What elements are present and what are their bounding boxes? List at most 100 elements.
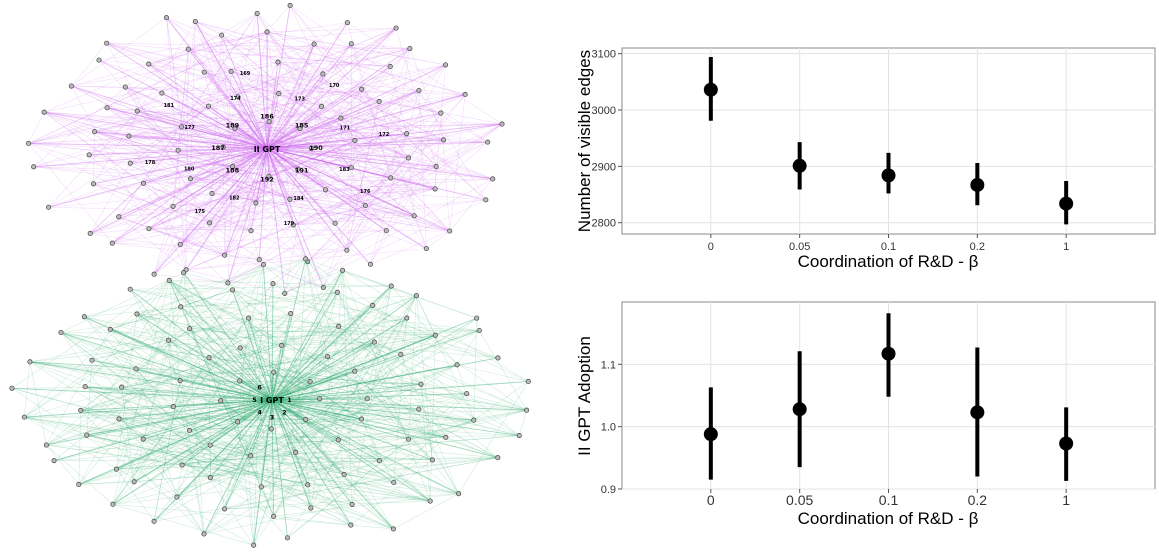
network-node-label: 170	[329, 83, 340, 89]
network-edge	[232, 166, 291, 200]
network-edge	[379, 460, 431, 502]
network-edge	[166, 17, 268, 149]
network-edge	[168, 340, 345, 475]
network-edge	[112, 400, 221, 505]
network-node	[411, 213, 417, 219]
c2-ytick-label: 1.1	[601, 359, 616, 371]
network-edge	[148, 228, 251, 231]
network-edge	[60, 330, 480, 333]
chart2-y-axis-title: II GPT Adoption	[575, 336, 594, 456]
network-edge	[224, 292, 338, 510]
network-edge	[337, 292, 459, 494]
network-edge	[393, 493, 459, 530]
network-node	[340, 267, 346, 273]
network-edge	[466, 393, 520, 436]
network-edge	[118, 216, 187, 271]
network-edge	[135, 368, 288, 539]
network-edge	[106, 42, 493, 180]
network-edge	[118, 399, 273, 420]
network-edge	[281, 345, 527, 411]
network-edge	[180, 306, 362, 420]
network-edge	[168, 340, 211, 478]
network-edge	[350, 43, 392, 178]
network-edge	[203, 393, 467, 535]
network-node	[432, 186, 438, 192]
network-edge	[94, 64, 446, 133]
network-edge	[185, 141, 488, 271]
c2-xtick-label: 0.2	[968, 492, 988, 508]
network-edge	[266, 147, 324, 288]
network-node-label: 185	[295, 122, 309, 130]
network-edge	[256, 13, 268, 149]
network-node	[107, 326, 113, 332]
network-edge	[188, 49, 348, 251]
network-edge	[310, 326, 339, 509]
network-edge	[166, 17, 336, 224]
network-edge	[94, 131, 257, 204]
network-edge	[181, 126, 224, 148]
network-edge	[107, 107, 352, 168]
network-edge	[106, 43, 225, 256]
network-edge	[189, 399, 273, 431]
network-node	[305, 482, 311, 488]
network-node	[31, 164, 37, 170]
network-edge	[271, 399, 394, 530]
network-edge	[220, 354, 401, 402]
network-edge	[208, 357, 394, 530]
network-edge	[266, 31, 446, 66]
network-node	[131, 479, 137, 485]
network-edge	[253, 295, 417, 546]
network-edge	[327, 356, 520, 436]
chart2-y-ticks: 0.9 1.0 1.1	[601, 359, 622, 496]
network-edge	[271, 317, 477, 401]
c2-xtick-label: 0	[707, 492, 715, 508]
network-edge	[271, 295, 417, 401]
network-edge	[44, 111, 224, 148]
network-edge	[271, 381, 311, 401]
network-edge	[271, 399, 498, 459]
network-edge	[271, 383, 422, 401]
network-edge	[106, 42, 441, 114]
network-node	[170, 203, 176, 209]
network-edge	[227, 43, 315, 284]
network-edge	[88, 92, 163, 156]
network-edge	[273, 371, 362, 420]
chart1-y-axis-title: Number of visible edges	[575, 50, 594, 232]
network-edge	[271, 283, 274, 401]
network-edge	[266, 147, 493, 180]
network-edge	[449, 94, 466, 232]
network-edge	[224, 283, 274, 509]
network-edge	[224, 457, 498, 510]
network-edge	[239, 380, 273, 401]
network-edge	[221, 34, 450, 232]
network-edge	[172, 90, 420, 207]
network-edge	[278, 93, 409, 159]
network-edge	[110, 329, 459, 494]
network-edge	[11, 386, 122, 389]
network-edge	[209, 222, 252, 231]
c1-point	[881, 168, 896, 183]
network-edge	[271, 393, 467, 401]
network-edge	[133, 272, 184, 482]
network-edge	[29, 361, 422, 385]
network-node	[388, 283, 394, 289]
network-edge	[90, 206, 174, 234]
network-edge	[271, 399, 409, 440]
network-edge	[130, 288, 529, 382]
network-edge	[116, 314, 138, 470]
network-edge	[293, 215, 415, 226]
network-node	[219, 32, 225, 38]
network-edge	[71, 43, 315, 87]
network-node	[433, 163, 439, 170]
network-edge	[143, 31, 268, 184]
network-node	[348, 522, 354, 528]
network-edge	[230, 71, 268, 149]
bottom-net-edges	[11, 258, 529, 546]
network-edge	[54, 457, 498, 461]
network-edge	[98, 59, 268, 149]
network-edge	[28, 128, 301, 144]
network-edge	[180, 230, 387, 245]
network-edge	[195, 21, 444, 141]
network-edge	[180, 306, 362, 420]
network-node	[21, 414, 27, 420]
